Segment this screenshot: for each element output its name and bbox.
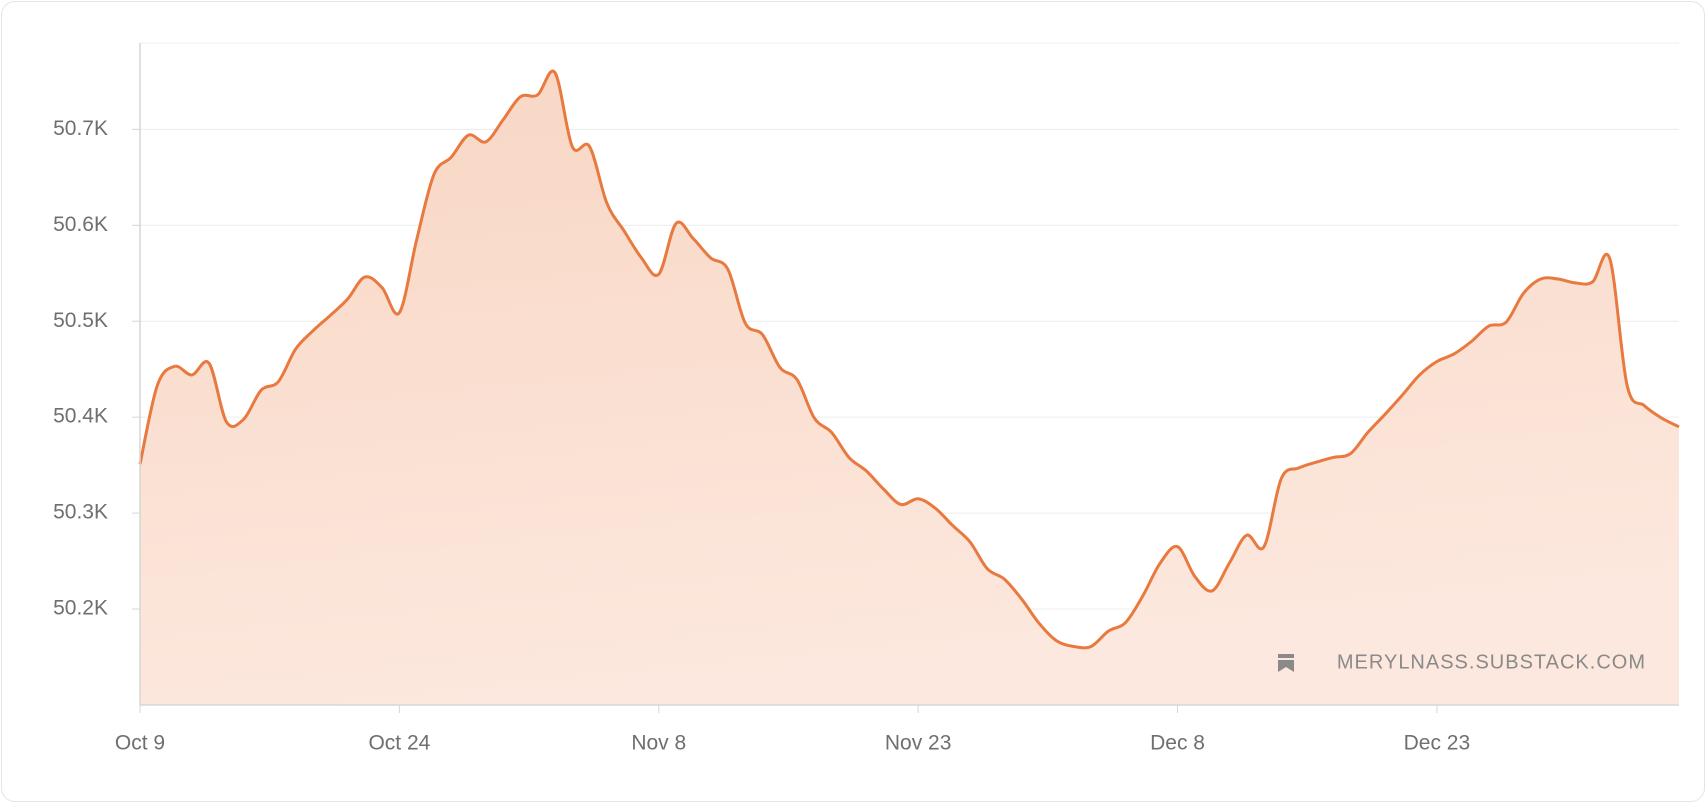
plot: 50.2K 50.3K 50.4K 50.5K 50.6K 50.7K Oct 9 Oct 2… — [53, 42, 1680, 755]
y-tick-label: 50.6K — [53, 213, 108, 236]
x-tick-label: Oct 9 — [115, 732, 165, 755]
line — [138, 69, 1680, 650]
x-tick-label: Oct 24 — [368, 732, 430, 755]
watermark: MERYLNASS.SUBSTACK.COM — [1337, 651, 1646, 673]
y-tick-label: 50.3K — [53, 501, 108, 524]
y-tick-label: 50.7K — [53, 117, 108, 140]
y-tick-label: 50.5K — [53, 309, 108, 332]
y-tick-label: 50.4K — [53, 405, 108, 428]
watermark-group: MERYLNASS.SUBSTACK.COM — [1278, 651, 1646, 673]
x-tick-label: Nov 23 — [885, 732, 952, 755]
y-tick-label: 50.2K — [53, 597, 108, 620]
area-fill — [140, 71, 1679, 706]
x-tick-label: Dec 23 — [1404, 732, 1471, 755]
watermark-icon — [1278, 654, 1294, 672]
x-tick-label: Dec 8 — [1150, 732, 1205, 755]
x-tick-label: Nov 8 — [631, 732, 686, 755]
